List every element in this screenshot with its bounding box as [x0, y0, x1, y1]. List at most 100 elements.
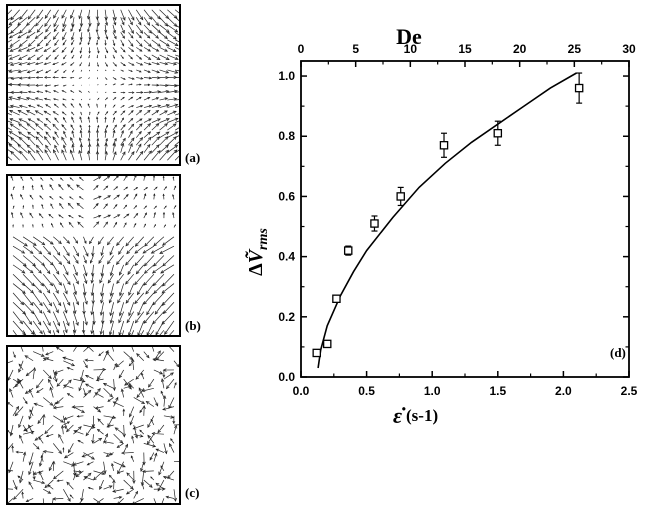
flow-vector	[79, 39, 83, 45]
flow-vector-head	[68, 379, 72, 384]
flow-vector-head	[32, 204, 34, 207]
flow-vector-head	[156, 62, 160, 66]
flow-vector-head	[132, 501, 135, 503]
flow-vector	[11, 212, 14, 219]
flow-vector	[10, 151, 20, 161]
flow-vector-head	[61, 111, 65, 114]
flow-vector	[88, 347, 94, 352]
flow-vector-head	[69, 149, 74, 154]
flow-vector-head	[10, 150, 15, 155]
flow-vector-head	[174, 224, 176, 226]
flow-vector	[83, 274, 87, 284]
flow-vector-head	[54, 401, 57, 405]
flow-vector-head	[128, 363, 132, 367]
flow-vector	[88, 130, 90, 138]
flow-vector	[159, 69, 169, 74]
flow-vector	[122, 330, 125, 335]
flow-vector	[143, 176, 146, 181]
flow-vector-head	[17, 143, 22, 148]
flow-vector-head	[156, 56, 161, 60]
flow-vector-head	[60, 76, 64, 79]
flow-vector	[28, 461, 34, 475]
flow-vector	[26, 32, 36, 39]
flow-vector	[10, 62, 20, 66]
flow-vector-head	[113, 104, 116, 107]
flow-vector-head	[43, 110, 47, 114]
flow-vector	[62, 283, 68, 294]
flow-vector-head	[70, 50, 74, 54]
flow-vector	[109, 246, 114, 255]
flow-vector	[93, 406, 101, 413]
flow-vector	[52, 402, 57, 407]
flow-vector	[152, 311, 165, 325]
flow-vector-head	[161, 289, 166, 294]
flow-vector	[27, 131, 36, 138]
flow-vector	[151, 110, 159, 116]
flow-vector	[151, 17, 159, 26]
flow-vector	[8, 141, 13, 146]
flow-vector	[107, 397, 114, 402]
flow-vector-head	[107, 214, 112, 218]
vector-field-c	[8, 347, 179, 503]
flow-vector-head	[47, 309, 51, 314]
flow-vector	[159, 17, 168, 27]
flow-vector-head	[10, 90, 14, 95]
flow-vector	[151, 62, 160, 65]
flow-vector	[113, 379, 115, 391]
flow-vector-head	[32, 223, 34, 226]
flow-vector-head	[122, 16, 126, 21]
flow-vector	[83, 388, 87, 396]
top-axis-title: De	[396, 24, 422, 49]
flow-vector	[52, 320, 59, 333]
flow-vector-head	[131, 105, 135, 108]
flow-vector-head	[46, 270, 51, 275]
flow-vector-head	[174, 204, 177, 207]
flow-vector	[14, 378, 24, 387]
flow-vector	[107, 274, 114, 284]
flow-vector	[168, 397, 175, 409]
flow-vector-head	[96, 428, 101, 432]
flow-vector	[71, 39, 75, 45]
flow-vector-head	[36, 118, 40, 121]
flow-vector-head	[60, 424, 65, 429]
flow-vector-head	[161, 487, 166, 491]
flow-vector-head	[95, 129, 99, 133]
flow-vector	[166, 378, 175, 389]
flow-vector	[162, 406, 175, 410]
flow-vector-head	[146, 35, 151, 39]
flow-vector-head	[155, 122, 160, 127]
flow-vector-head	[114, 64, 117, 67]
flow-vector-head	[156, 70, 161, 74]
flow-vector	[101, 264, 104, 276]
flow-vector-head	[51, 222, 53, 226]
flow-vector-head	[125, 242, 130, 247]
flow-vector	[53, 415, 64, 423]
flow-vector	[137, 320, 145, 335]
flow-vector-head	[156, 83, 160, 87]
flow-vector-head	[78, 77, 81, 79]
flow-vector-head	[91, 425, 96, 429]
flow-vector	[64, 452, 74, 459]
flow-vector-head	[145, 187, 148, 189]
flow-vector-head	[36, 131, 40, 135]
flow-vector	[54, 54, 59, 60]
flow-vector-head	[44, 149, 48, 154]
flow-vector-head	[105, 351, 110, 355]
flow-vector	[71, 130, 75, 138]
flow-vector-head	[30, 176, 33, 179]
flow-vector	[143, 131, 151, 138]
flow-vector-head	[105, 221, 109, 225]
flow-vector	[45, 118, 51, 123]
flow-vector	[61, 149, 67, 161]
flow-vector-head	[34, 62, 39, 66]
flow-vector	[42, 311, 51, 326]
flow-vector-head	[138, 21, 142, 26]
data-point	[312, 348, 321, 358]
flow-vector-head	[70, 63, 73, 66]
flow-vector	[50, 203, 54, 209]
flow-vector-head	[105, 78, 108, 80]
flow-vector-head	[48, 302, 53, 307]
flow-vector-head	[70, 15, 74, 20]
flow-vector-head	[21, 491, 24, 495]
flow-vector-head	[172, 212, 175, 215]
